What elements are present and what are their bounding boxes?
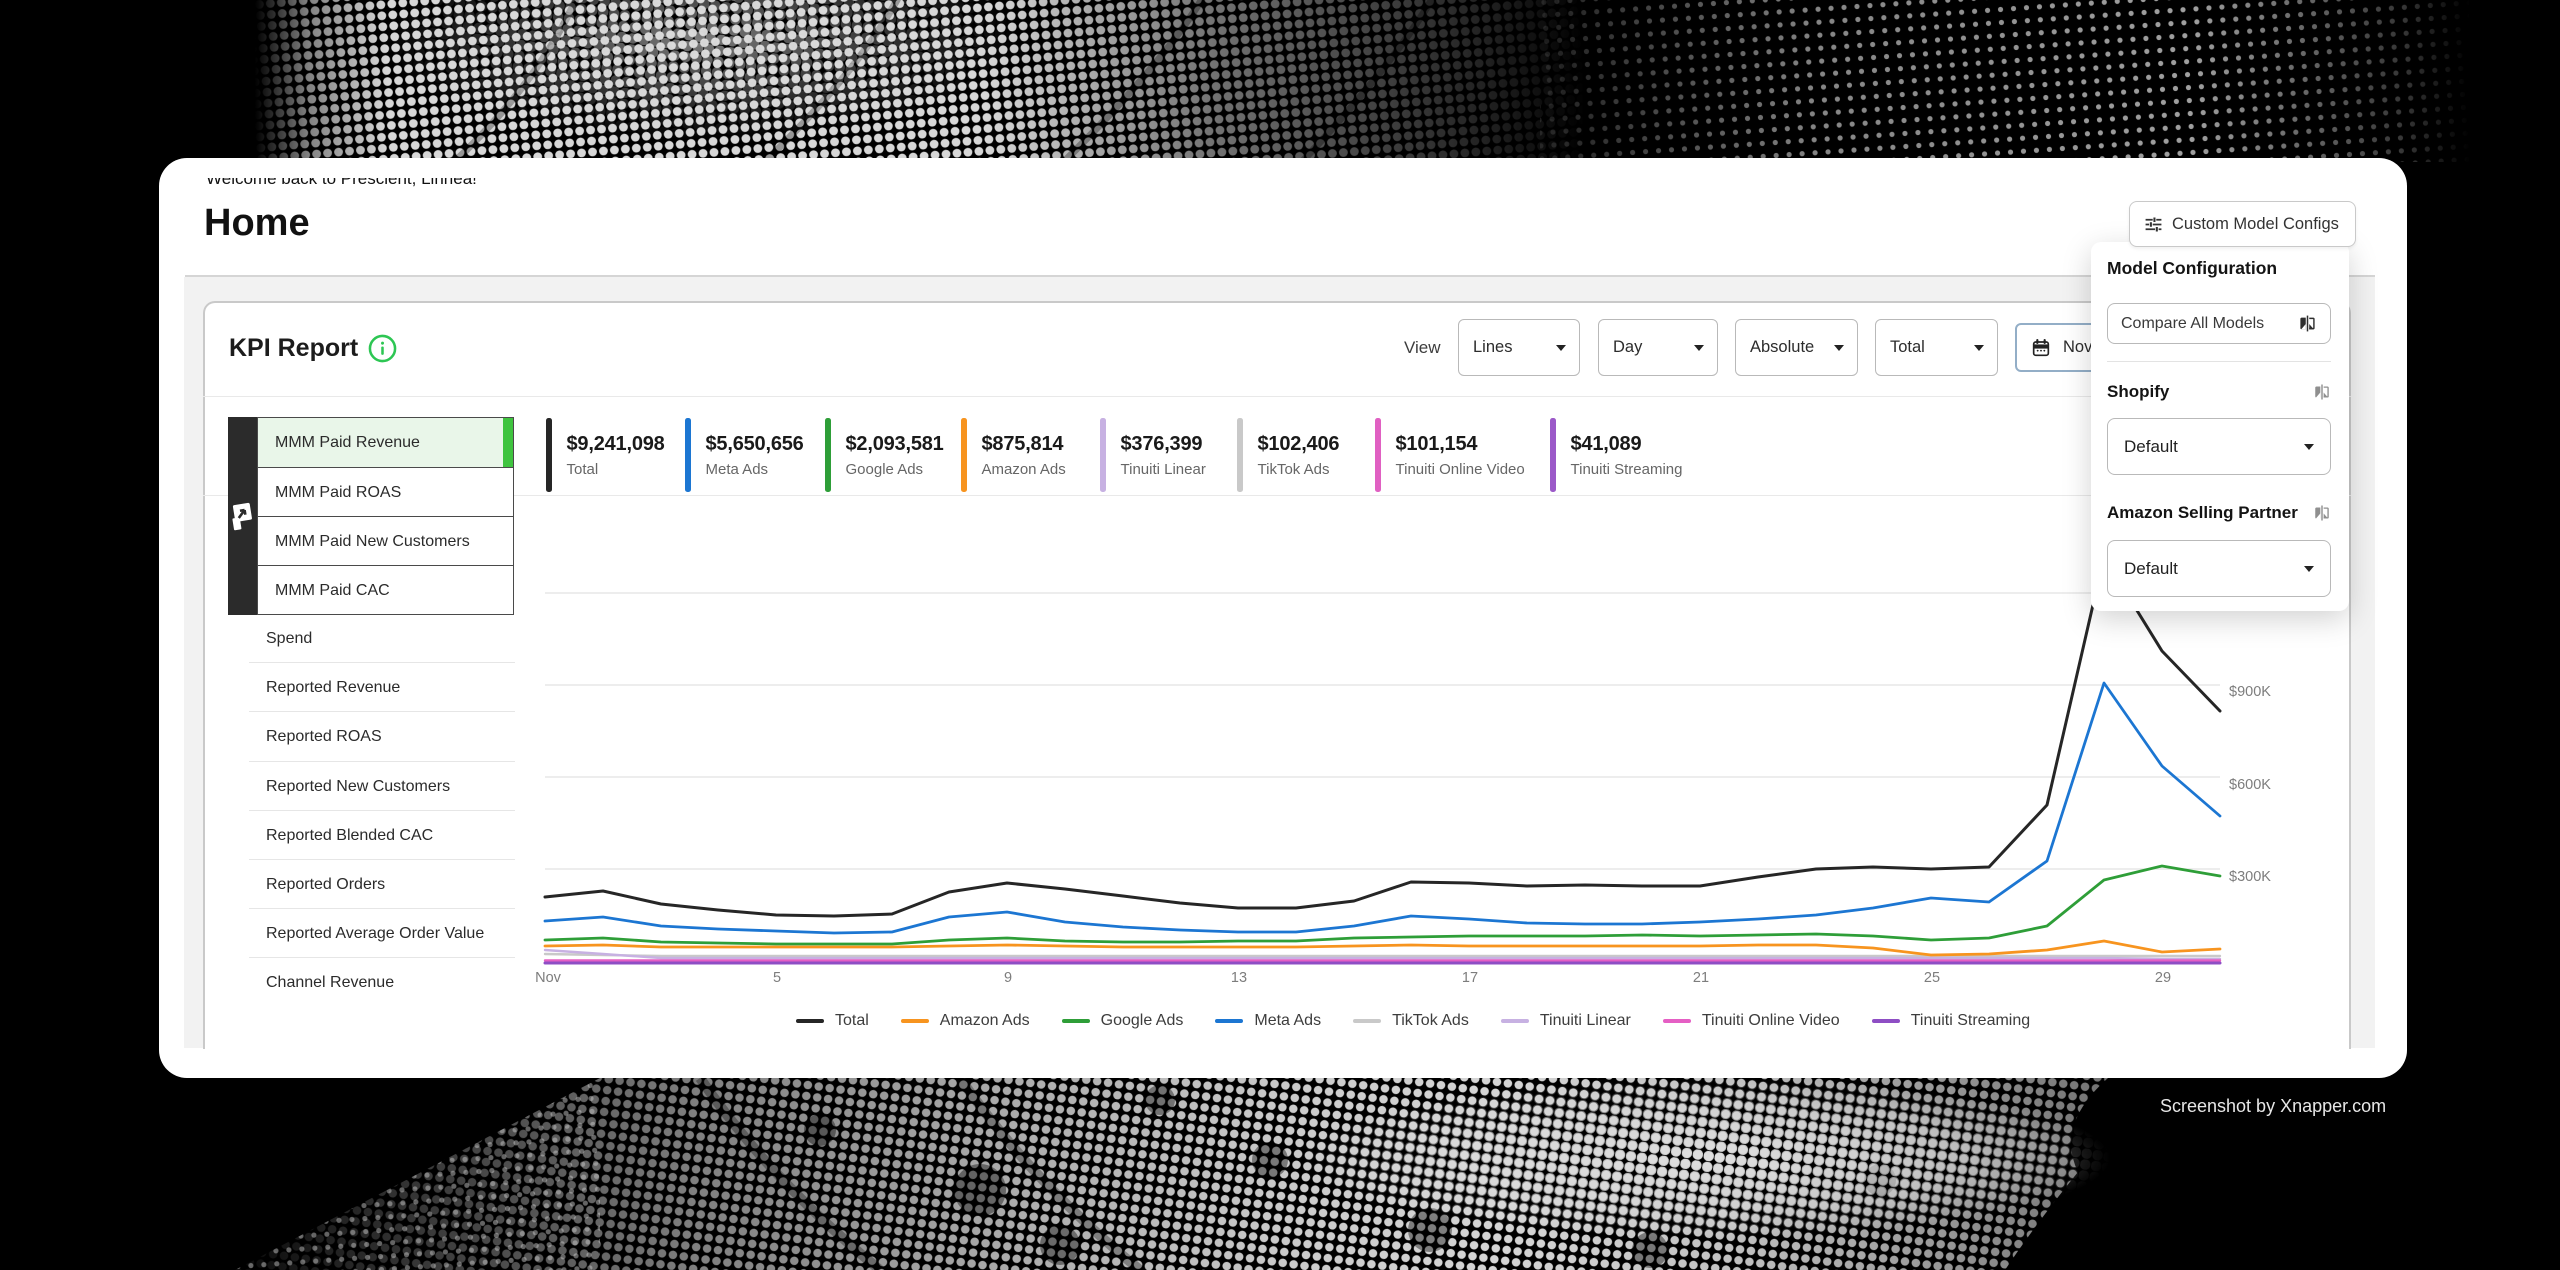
svg-text:25: 25 [1924,970,1940,986]
svg-text:9: 9 [1004,970,1012,986]
svg-text:21: 21 [1693,970,1709,986]
svg-text:13: 13 [1231,970,1247,986]
svg-text:17: 17 [1462,970,1478,986]
svg-text:29: 29 [2155,970,2171,986]
svg-text:$900K: $900K [2229,684,2271,700]
svg-text:Nov: Nov [535,970,562,986]
svg-text:5: 5 [773,970,781,986]
svg-text:$600K: $600K [2229,777,2271,793]
svg-text:$300K: $300K [2229,869,2271,885]
